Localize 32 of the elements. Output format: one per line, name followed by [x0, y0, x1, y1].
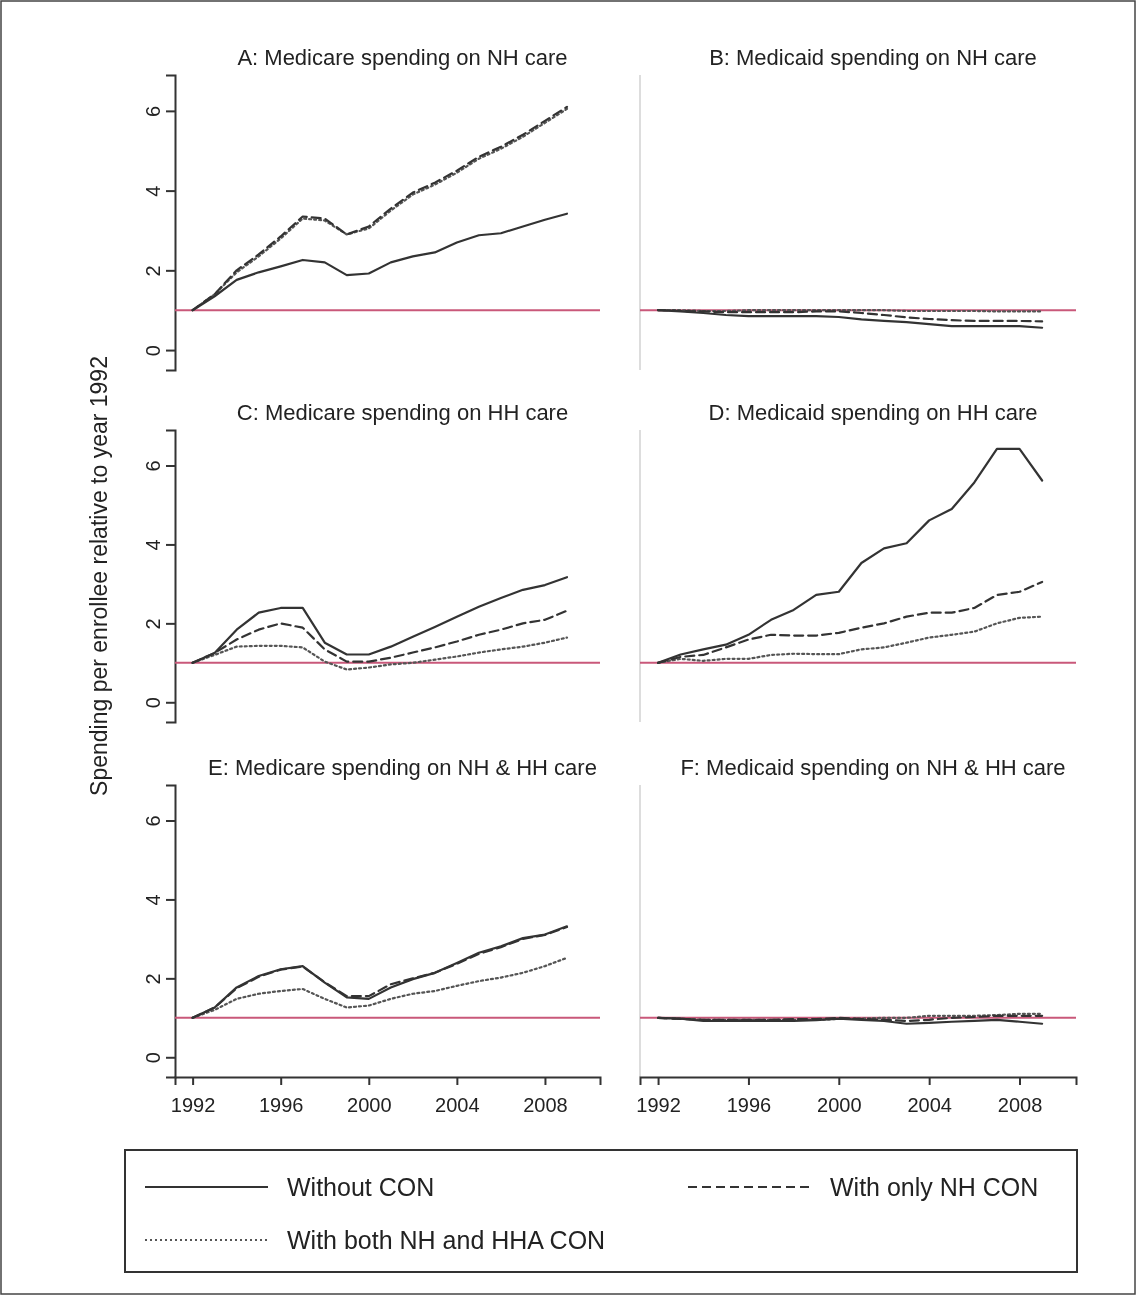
y-tick-label: 6 [142, 460, 164, 472]
chart-title: C: Medicare spending on HH care [236, 400, 569, 425]
y-tick-label: 4 [142, 539, 164, 551]
y-tick-label: 4 [142, 185, 164, 197]
x-tick-label: 2000 [347, 1094, 392, 1116]
y-tick-label: 6 [142, 815, 164, 827]
legend-label: With only NH CON [830, 1172, 1039, 1201]
y-tick-label: 0 [142, 1052, 164, 1064]
x-tick-label: 2008 [997, 1094, 1043, 1116]
chart-title: A: Medicare spending on NH care [237, 45, 568, 70]
y-tick-label: 0 [142, 697, 164, 709]
x-tick-label: 1996 [258, 1094, 304, 1116]
x-tick-label: 1992 [170, 1094, 216, 1116]
x-tick-label: 2004 [435, 1094, 480, 1116]
chart-title: D: Medicaid spending on HH care [708, 400, 1038, 425]
chart-title: E: Medicare spending on NH & HH care [208, 755, 597, 780]
x-tick-label: 1992 [636, 1094, 681, 1116]
y-tick-label: 2 [142, 973, 164, 985]
x-tick-label: 2008 [523, 1094, 568, 1116]
y-tick-label: 2 [142, 265, 164, 277]
y-tick-label: 2 [142, 618, 164, 630]
y-axis-title: Spending per enrollee relative to year 1992 [86, 356, 112, 796]
x-tick-label: 2004 [907, 1094, 952, 1116]
y-tick-label: 0 [142, 345, 164, 357]
x-tick-label: 2000 [817, 1094, 862, 1116]
legend-label: Without CON [287, 1172, 435, 1201]
chart-title: B: Medicaid spending on NH care [709, 45, 1037, 70]
x-tick-label: 1996 [726, 1094, 772, 1116]
legend-label: With both NH and HHA CON [287, 1225, 606, 1254]
chart-title: F: Medicaid spending on NH & HH care [680, 755, 1066, 780]
y-tick-label: 4 [142, 894, 164, 906]
y-tick-label: 6 [142, 105, 164, 117]
